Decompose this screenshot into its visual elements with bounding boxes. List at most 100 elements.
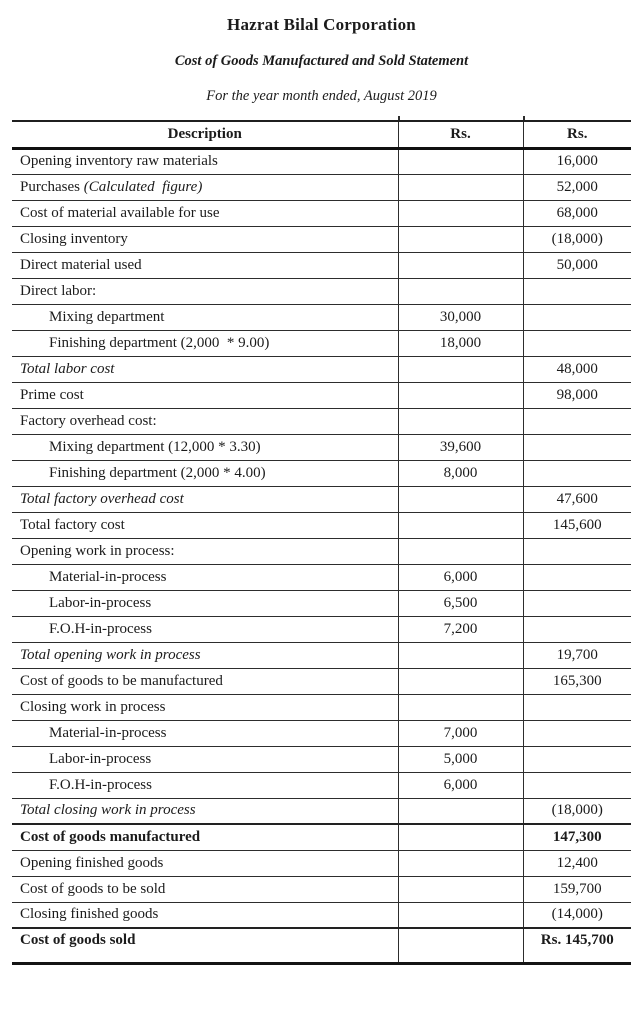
description-cell: Finishing department (2,000 * 9.00) [12, 330, 399, 357]
total-cell [523, 408, 631, 435]
description-cell: Opening inventory raw materials [12, 148, 399, 175]
table-row: Closing work in process [12, 694, 631, 721]
total-cell: 47,600 [523, 486, 631, 513]
table-row: Cost of material available for use 68,000 [12, 200, 631, 227]
amount-cell [398, 798, 524, 825]
table-head: Description Rs. Rs. [12, 121, 631, 150]
total-cell: (18,000) [523, 226, 631, 253]
total-cell: 159,700 [523, 876, 631, 903]
amount-cell [398, 174, 524, 201]
table-row: Opening work in process: [12, 538, 631, 565]
description-cell: F.O.H-in-process [12, 772, 399, 799]
description-cell: Cost of goods to be manufactured [12, 668, 399, 695]
total-cell: 12,400 [523, 850, 631, 877]
table-row: Labor-in-process 6,500 [12, 590, 631, 617]
amount-cell [398, 876, 524, 903]
statement-title: Cost of Goods Manufactured and Sold Stat… [174, 53, 469, 69]
total-cell: 147,300 [523, 823, 631, 851]
total-cell [523, 460, 631, 487]
total-cell: 52,000 [523, 174, 631, 201]
table-row: Material-in-process 7,000 [12, 720, 631, 747]
description-cell: Total labor cost [12, 356, 399, 383]
statement-table-wrap: Description Rs. Rs. Opening inventory ra… [12, 116, 631, 965]
description-cell: Total factory overhead cost [12, 486, 399, 513]
total-cell [523, 564, 631, 591]
table-row: F.O.H-in-process 6,000 [12, 772, 631, 799]
table-row: Finishing department (2,000 * 4.00) 8,000 [12, 460, 631, 487]
total-cell: (18,000) [523, 798, 631, 825]
table-row: Cost of goods sold Rs. 145,700 [12, 927, 631, 964]
amount-cell [398, 486, 524, 513]
description-cell: Labor-in-process [12, 590, 399, 617]
total-cell [523, 772, 631, 799]
amount-cell [398, 927, 524, 964]
company-name: Hazrat Bilal Corporation [227, 15, 416, 34]
description-cell: Cost of goods manufactured [12, 823, 399, 851]
total-cell: 50,000 [523, 252, 631, 279]
amount-cell [398, 382, 524, 409]
total-cell: 98,000 [523, 382, 631, 409]
description-cell: Material-in-process [12, 720, 399, 747]
total-cell [523, 330, 631, 357]
table-row: Mixing department 30,000 [12, 304, 631, 331]
table-row: Mixing department (12,000 * 3.30) 39,600 [12, 434, 631, 461]
amount-cell [398, 512, 524, 539]
amount-cell [398, 356, 524, 383]
total-cell: (14,000) [523, 902, 631, 929]
description-cell: Purchases (Calculated figure) [12, 174, 399, 201]
description-cell: Opening work in process: [12, 538, 399, 565]
description-cell: Opening finished goods [12, 850, 399, 877]
table-row: Total labor cost 48,000 [12, 356, 631, 383]
amount-cell [398, 252, 524, 279]
total-cell [523, 694, 631, 721]
table-row: Direct labor: [12, 278, 631, 305]
amount-cell [398, 278, 524, 305]
total-cell: Rs. 145,700 [523, 927, 631, 964]
table-row: Total closing work in process (18,000) [12, 798, 631, 825]
description-cell: Material-in-process [12, 564, 399, 591]
table-row: Direct material used 50,000 [12, 252, 631, 279]
table-row: Opening inventory raw materials 16,000 [12, 148, 631, 175]
description-cell: Cost of goods sold [12, 927, 399, 964]
column-divider-tick [523, 116, 525, 120]
amount-cell [398, 538, 524, 565]
table-row: Cost of goods manufactured 147,300 [12, 823, 631, 851]
amount-cell [398, 642, 524, 669]
description-cell: Mixing department (12,000 * 3.30) [12, 434, 399, 461]
table-row: Total opening work in process 19,700 [12, 642, 631, 669]
description-cell: Total closing work in process [12, 798, 399, 825]
amount-cell [398, 226, 524, 253]
table-row: Total factory overhead cost 47,600 [12, 486, 631, 513]
total-cell [523, 434, 631, 461]
column-header-description: Description [12, 121, 399, 150]
table-body: Opening inventory raw materials 16,000 Pur… [12, 148, 631, 964]
description-cell: F.O.H-in-process [12, 616, 399, 643]
amount-cell: 30,000 [398, 304, 524, 331]
amount-cell: 6,000 [398, 772, 524, 799]
amount-cell: 18,000 [398, 330, 524, 357]
table-row: Finishing department (2,000 * 9.00) 18,00… [12, 330, 631, 357]
table-row: Material-in-process 6,000 [12, 564, 631, 591]
description-cell: Mixing department [12, 304, 399, 331]
amount-cell [398, 902, 524, 929]
table-row: Cost of goods to be sold 159,700 [12, 876, 631, 903]
table-row: Cost of goods to be manufactured 165,300 [12, 668, 631, 695]
amount-cell: 7,200 [398, 616, 524, 643]
description-cell: Prime cost [12, 382, 399, 409]
description-cell: Cost of goods to be sold [12, 876, 399, 903]
description-cell: Closing finished goods [12, 902, 399, 929]
description-cell: Closing inventory [12, 226, 399, 253]
total-cell: 145,600 [523, 512, 631, 539]
total-cell: 16,000 [523, 148, 631, 175]
cost-statement-table: Description Rs. Rs. Opening inventory ra… [12, 120, 631, 965]
total-cell [523, 616, 631, 643]
amount-cell: 7,000 [398, 720, 524, 747]
amount-cell [398, 823, 524, 851]
statement-period: For the year month ended, August 2019 [206, 88, 437, 104]
description-cell: Closing work in process [12, 694, 399, 721]
table-header-row: Description Rs. Rs. [12, 121, 631, 150]
description-cell: Cost of material available for use [12, 200, 399, 227]
table-row: Opening finished goods 12,400 [12, 850, 631, 877]
amount-cell: 8,000 [398, 460, 524, 487]
column-header-rs-2: Rs. [523, 121, 631, 150]
